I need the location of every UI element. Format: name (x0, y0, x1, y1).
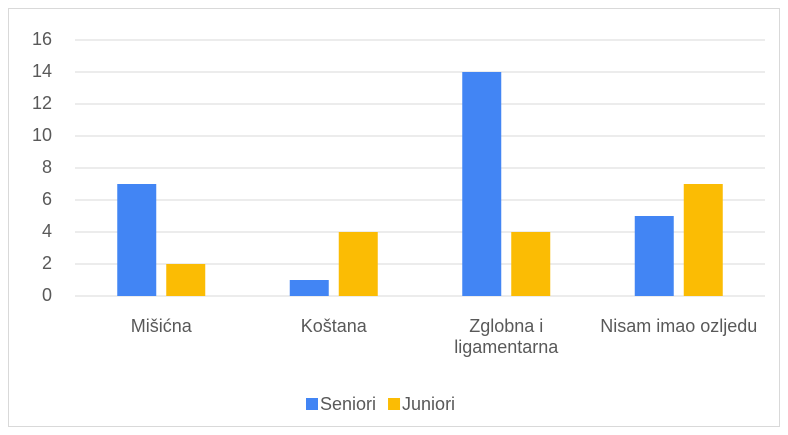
bar (511, 232, 551, 296)
x-tick-label: Koštana (300, 316, 367, 336)
bar (634, 216, 674, 296)
x-tick-label: Zglobna i ligamentarna (454, 316, 559, 357)
legend-swatch (388, 398, 401, 410)
y-tick-label: 8 (42, 157, 52, 177)
y-tick-label: 4 (42, 221, 52, 241)
x-tick-label: Nisam imao ozljedu (600, 316, 758, 336)
bar (166, 264, 206, 296)
bar (289, 280, 329, 296)
bar (683, 184, 723, 296)
bar (117, 184, 157, 296)
y-tick-label: 2 (42, 253, 52, 273)
bar (338, 232, 378, 296)
y-tick-label: 16 (32, 29, 52, 49)
y-tick-label: 0 (42, 285, 52, 305)
legend-label: Seniori (320, 394, 376, 414)
y-tick-label: 6 (42, 189, 52, 209)
y-tick-label: 10 (32, 125, 52, 145)
legend-swatch (306, 398, 318, 410)
x-tick-label: Mišićna (130, 316, 192, 336)
bar (462, 72, 502, 296)
y-tick-label: 14 (32, 61, 52, 81)
y-tick-label: 12 (32, 93, 52, 113)
legend-label: Juniori (402, 394, 455, 414)
